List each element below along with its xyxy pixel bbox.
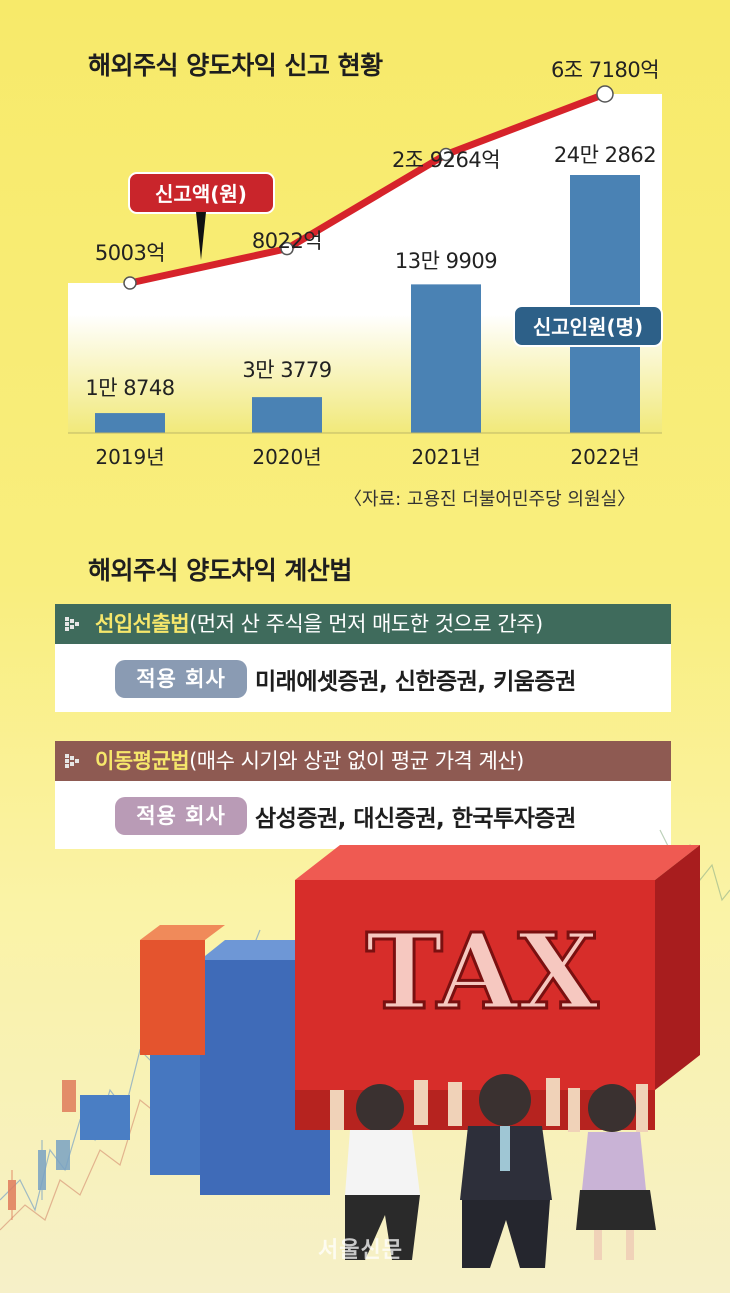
chart-title: 해외주식 양도차익 신고 현황 [88, 51, 383, 80]
person-middle [448, 1074, 560, 1268]
line-point [123, 276, 137, 290]
bar-value-label: 13만 9909 [395, 249, 497, 273]
method-name: 이동평균법 [95, 749, 190, 773]
method-fifo-body: 적용 회사 미래에셋증권, 신한증권, 키움증권 [55, 644, 671, 712]
line-area-fill [68, 94, 662, 433]
bar [252, 397, 322, 433]
company-list: 삼성증권, 대신증권, 한국투자증권 [255, 806, 576, 832]
tax-block-top [295, 845, 700, 880]
tax-illustration: TAX [0, 829, 730, 1268]
bar [95, 413, 165, 433]
series-line [129, 90, 607, 287]
method-moving-average-body: 적용 회사 삼성증권, 대신증권, 한국투자증권 [55, 781, 671, 849]
line-series [123, 85, 614, 290]
tax-text: TAX [365, 910, 598, 1033]
method-desc: (매수 시기와 상관 없이 평균 가격 계산) [189, 749, 524, 773]
x-tick-label: 2021년 [411, 445, 480, 469]
line-point [439, 147, 453, 162]
data-labels: 5003억 8022억 2조 9264억 6조 7180억 1만 8748 3만 3779… [85, 58, 659, 400]
legend-line-series: 신고액(원) [128, 172, 275, 260]
bar [570, 175, 640, 433]
bars [95, 175, 640, 433]
bar [411, 284, 481, 433]
chart: 5003억 8022억 2조 9264억 6조 7180억 1만 8748 3만 3779… [68, 58, 663, 469]
bar-value-label: 24만 2862 [554, 143, 656, 167]
line-point [280, 241, 294, 256]
orange-block [140, 940, 205, 1055]
watermark: 서울신문 [318, 1238, 403, 1263]
method-desc: (먼저 산 주식을 먼저 매도한 것으로 간주) [189, 612, 543, 636]
calc-title: 해외주식 양도차익 계산법 [88, 556, 352, 585]
person-left [330, 1080, 428, 1260]
blue-block [80, 1095, 130, 1140]
x-ticks: 2019년 2020년 2021년 2022년 [95, 445, 639, 469]
chevron-right-icon [65, 754, 79, 768]
bar-value-label: 1만 8748 [85, 376, 174, 400]
legend-box [513, 305, 663, 347]
bar-value-label: 3만 3779 [242, 358, 331, 382]
source-note: 〈자료: 고용진 더불어민주당 의원실〉 [344, 489, 636, 510]
line-value-label: 6조 7180억 [551, 58, 659, 82]
person-right [568, 1084, 656, 1260]
chevron-right-icon [65, 617, 79, 631]
line-point [596, 85, 614, 103]
method-name: 선입선출법 [95, 612, 190, 636]
line-value-label: 8022억 [252, 229, 322, 253]
tax-block-side [655, 845, 700, 1090]
orange-block [140, 925, 225, 940]
candlestick-decoration [8, 1080, 76, 1220]
company-list: 미래에셋증권, 신한증권, 키움증권 [255, 669, 576, 695]
applied-company-badge: 적용 회사 [115, 797, 247, 835]
legend-bar-series: 신고인원(명) [513, 305, 663, 347]
legend-pointer [196, 212, 206, 260]
x-tick-label: 2022년 [570, 445, 639, 469]
line-value-label: 2조 9264억 [392, 148, 500, 172]
method-fifo-header: 선입선출법(먼저 산 주식을 먼저 매도한 것으로 간주) [55, 604, 671, 644]
x-tick-label: 2020년 [252, 445, 321, 469]
line-value-label: 5003억 [95, 241, 165, 265]
legend-label: 신고액(원) [155, 182, 247, 206]
applied-company-badge: 적용 회사 [115, 660, 247, 698]
legend-label: 신고인원(명) [533, 315, 643, 339]
area-fill [68, 94, 662, 433]
tax-block-front [295, 880, 655, 1090]
method-moving-average-header: 이동평균법(매수 시기와 상관 없이 평균 가격 계산) [55, 741, 671, 781]
x-tick-label: 2019년 [95, 445, 164, 469]
